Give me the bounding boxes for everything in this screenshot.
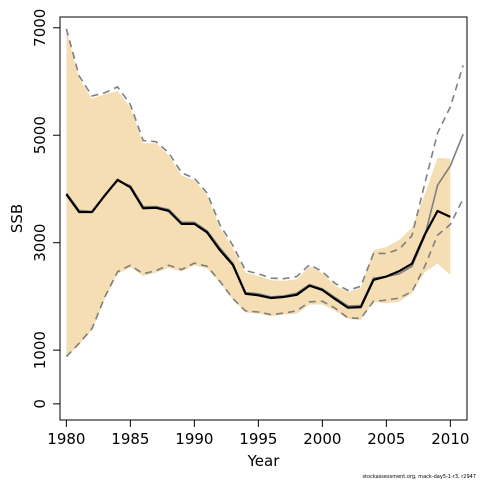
x-tick-label: 1985: [111, 430, 149, 448]
series-lines: [65, 28, 464, 358]
y-tick-label: 7000: [31, 9, 49, 47]
x-tick-label: 1995: [239, 430, 277, 448]
x-tick-label: 2010: [431, 430, 469, 448]
confidence-band-area: [66, 30, 451, 358]
y-tick-label: 5000: [31, 116, 49, 154]
y-axis: 0 1000 3000 5000 7000: [31, 9, 60, 409]
y-tick-label: 1000: [31, 331, 49, 369]
plot-frame: [59, 16, 468, 421]
confidence-band: [66, 30, 451, 358]
x-tick-label: 1990: [175, 430, 213, 448]
footnote-text: stockassessment.org, mack-day5-1-r3, r29…: [362, 474, 476, 480]
x-tick-label: 1980: [47, 430, 85, 448]
series-line-3: [65, 198, 464, 358]
series-line-4: [65, 178, 451, 309]
y-tick-label: 3000: [31, 224, 49, 262]
y-axis-title: SSB: [8, 204, 26, 233]
x-axis-title: Year: [247, 452, 281, 470]
x-axis: 1980 1985 1990 1995 2000 2005 2010: [47, 420, 469, 448]
series-line-2: [65, 28, 464, 292]
y-tick-label: 0: [31, 399, 49, 409]
x-tick-label: 2000: [303, 430, 341, 448]
x-tick-label: 2005: [367, 430, 405, 448]
